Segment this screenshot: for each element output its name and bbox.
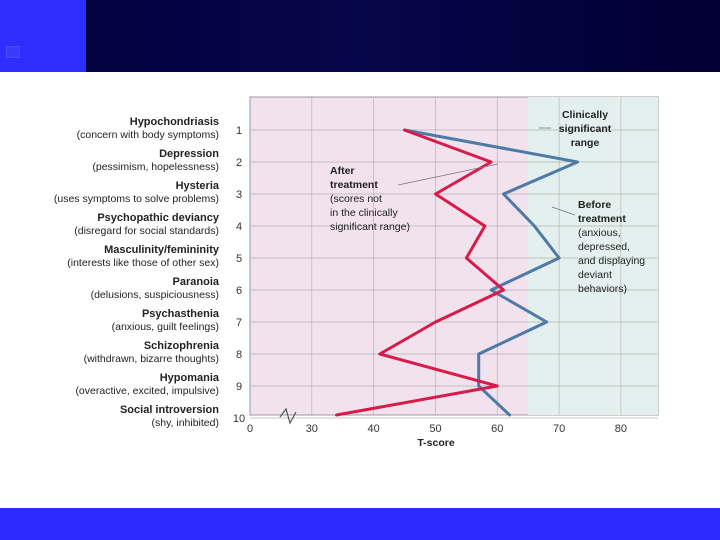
series-layer (335, 128, 580, 417)
scale-name: Schizophrenia (144, 340, 220, 352)
scale-name: Paranoia (173, 276, 220, 288)
annotation-after-line-2: treatment (330, 179, 378, 191)
scale-description: (pessimism, hopelessness) (92, 161, 219, 173)
annotation-before-leader (551, 206, 576, 216)
scale-number: 1 (236, 125, 242, 137)
x-tick-label: 80 (615, 423, 627, 435)
series-line-before (403, 128, 580, 417)
annotation-after-line-1: After (330, 165, 355, 177)
scale-name: Psychasthenia (142, 308, 220, 320)
clinically-significant-region (528, 97, 658, 415)
scale-name: Psychopathic deviancy (97, 212, 220, 224)
scale-number: 9 (236, 381, 242, 393)
x-tick-label: 30 (306, 423, 318, 435)
x-tick-label: 0 (247, 423, 253, 435)
axis-break-icon (279, 407, 297, 425)
annotation-clinical-line-2: significant (559, 123, 612, 135)
x-tick-label: 60 (491, 423, 503, 435)
scale-description: (withdrawn, bizarre thoughts) (84, 353, 219, 365)
annotation-clinical: Clinically significant range (559, 109, 612, 149)
scale-description: (uses symptoms to solve problems) (54, 193, 219, 205)
scale-description: (disregard for social standards) (74, 225, 219, 237)
annotation-after-line-4: in the clinically (330, 207, 398, 219)
scale-description: (delusions, suspiciousness) (91, 289, 219, 301)
annotation-before-line-4: depressed, (578, 241, 630, 253)
scale-description: (overactive, excited, impulsive) (75, 385, 219, 397)
annotation-after-leader (397, 163, 499, 186)
annotation-before-line-1: Before (578, 199, 611, 211)
annotation-before-line-3: (anxious, (578, 227, 621, 239)
scale-number: 5 (236, 253, 242, 265)
x-tick-label: 40 (368, 423, 380, 435)
scale-description: (anxious, guilt feelings) (112, 321, 219, 333)
scale-number: 6 (236, 285, 242, 297)
annotation-after-line-5: significant range) (330, 221, 410, 233)
horizontal-gridlines (250, 129, 658, 419)
scale-name: Masculinity/femininity (104, 244, 220, 256)
x-tick-labels: 0 30 40 50 60 70 80 (247, 423, 627, 435)
slide-mark-icon (6, 46, 20, 58)
scale-number: 10 (233, 413, 245, 425)
scale-name: Social introversion (120, 404, 219, 416)
header-accent-block (0, 0, 86, 72)
series-line-after (335, 128, 505, 417)
scale-number: 2 (236, 157, 242, 169)
annotation-clinical-line-1: Clinically (562, 109, 608, 121)
scale-name: Hypochondriasis (130, 116, 219, 128)
x-tick-label: 70 (553, 423, 565, 435)
x-axis-label: T-score (417, 437, 455, 449)
scale-description: (shy, inhibited) (151, 417, 219, 429)
scale-number: 3 (236, 189, 242, 201)
scale-number: 8 (236, 349, 242, 361)
annotation-before-line-5: and displaying (578, 255, 645, 267)
scale-description: (interests like those of other sex) (67, 257, 219, 269)
annotation-before-line-7: behaviors) (578, 283, 627, 295)
scale-number: 7 (236, 317, 242, 329)
scale-name: Depression (159, 148, 219, 160)
mmpi-profile-chart: Hypochondriasis(concern with body sympto… (54, 96, 659, 449)
footer-bar (0, 508, 720, 540)
scale-number: 4 (236, 221, 242, 233)
scale-name: Hypomania (160, 372, 220, 384)
scale-description: (concern with body symptoms) (77, 129, 219, 141)
annotation-after-treatment: After treatment (scores not in the clini… (330, 165, 410, 233)
annotation-clinical-line-3: range (571, 137, 600, 149)
annotation-before-line-2: treatment (578, 213, 626, 225)
scale-labels: Hypochondriasis(concern with body sympto… (54, 116, 245, 429)
header-bar (0, 0, 720, 72)
annotation-after-line-3: (scores not (330, 193, 382, 205)
annotation-before-treatment: Before treatment (anxious, depressed, an… (578, 199, 645, 295)
x-tick-label: 50 (429, 423, 441, 435)
scale-name: Hysteria (176, 180, 220, 192)
annotation-before-line-6: deviant (578, 269, 612, 281)
